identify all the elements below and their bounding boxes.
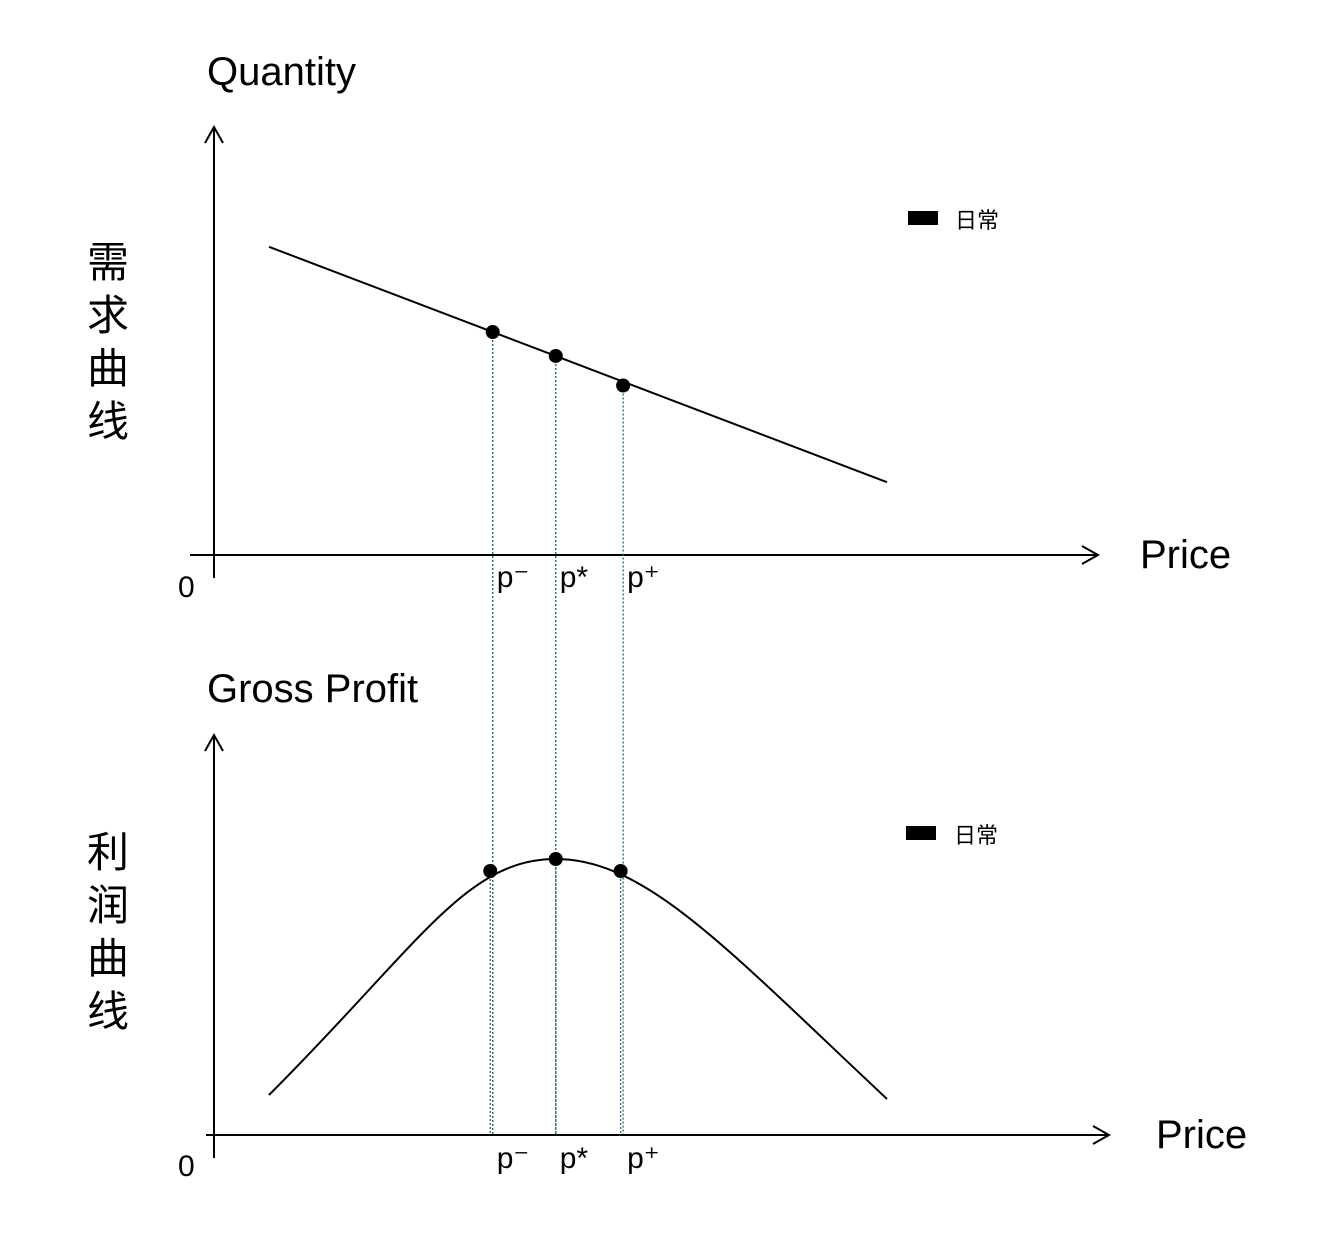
profit-guide-lines [489,859,622,1135]
demand-point-p-plus [616,378,631,393]
demand-curve [268,245,888,484]
profit-point-p-star [548,852,563,866]
demand-tick-p-minus: p⁻ [497,561,530,594]
profit-x-label: Price [1156,1113,1247,1157]
demand-x-arrowhead [1081,545,1101,565]
demand-points [485,325,631,393]
profit-legend-label: 日常 [954,824,998,849]
profit-side-char-0: 利 [87,828,129,877]
demand-y-arrowhead [204,124,224,144]
demand-side-char-2: 曲 [87,344,129,393]
demand-legend-label: 日常 [955,209,999,234]
profit-y-arrowhead [204,732,224,752]
demand-side-char-1: 求 [87,291,129,340]
profit-side-char-3: 线 [87,987,129,1036]
demand-x-label: Price [1140,533,1231,577]
profit-tick-p-plus: p⁺ [627,1142,660,1175]
demand-point-p-star [548,348,563,363]
demand-side-char-0: 需 [87,238,129,287]
demand-panel: Quantity 需 求 曲 线 Price 0 日常 p⁻ p* p⁺ [87,50,1231,1135]
profit-x-arrowhead [1092,1125,1112,1145]
profit-tick-p-star: p* [560,1142,589,1175]
demand-origin-label: 0 [178,571,195,604]
profit-panel: Gross Profit 利 润 曲 线 Price 0 日常 p⁻ p* p⁺ [87,667,1247,1183]
profit-price-tick-labels: p⁻ p* p⁺ [497,1142,660,1175]
demand-guide-lines [492,332,624,1135]
demand-side-char-3: 线 [87,397,129,446]
demand-tick-p-star: p* [560,561,589,594]
profit-origin-label: 0 [178,1150,195,1183]
profit-tick-p-minus: p⁻ [497,1142,530,1175]
profit-title: Gross Profit [207,667,418,711]
demand-legend-swatch [908,211,938,225]
profit-point-p-plus [613,864,628,878]
profit-legend-swatch [906,826,936,840]
demand-price-tick-labels: p⁻ p* p⁺ [497,561,660,594]
profit-side-char-2: 曲 [87,934,129,983]
profit-points [483,852,628,878]
profit-side-char-1: 润 [87,881,129,930]
demand-tick-p-plus: p⁺ [627,561,660,594]
demand-title: Quantity [207,50,356,94]
profit-point-p-minus [483,864,498,878]
demand-point-p-minus [485,325,500,340]
profit-curve [268,857,888,1100]
